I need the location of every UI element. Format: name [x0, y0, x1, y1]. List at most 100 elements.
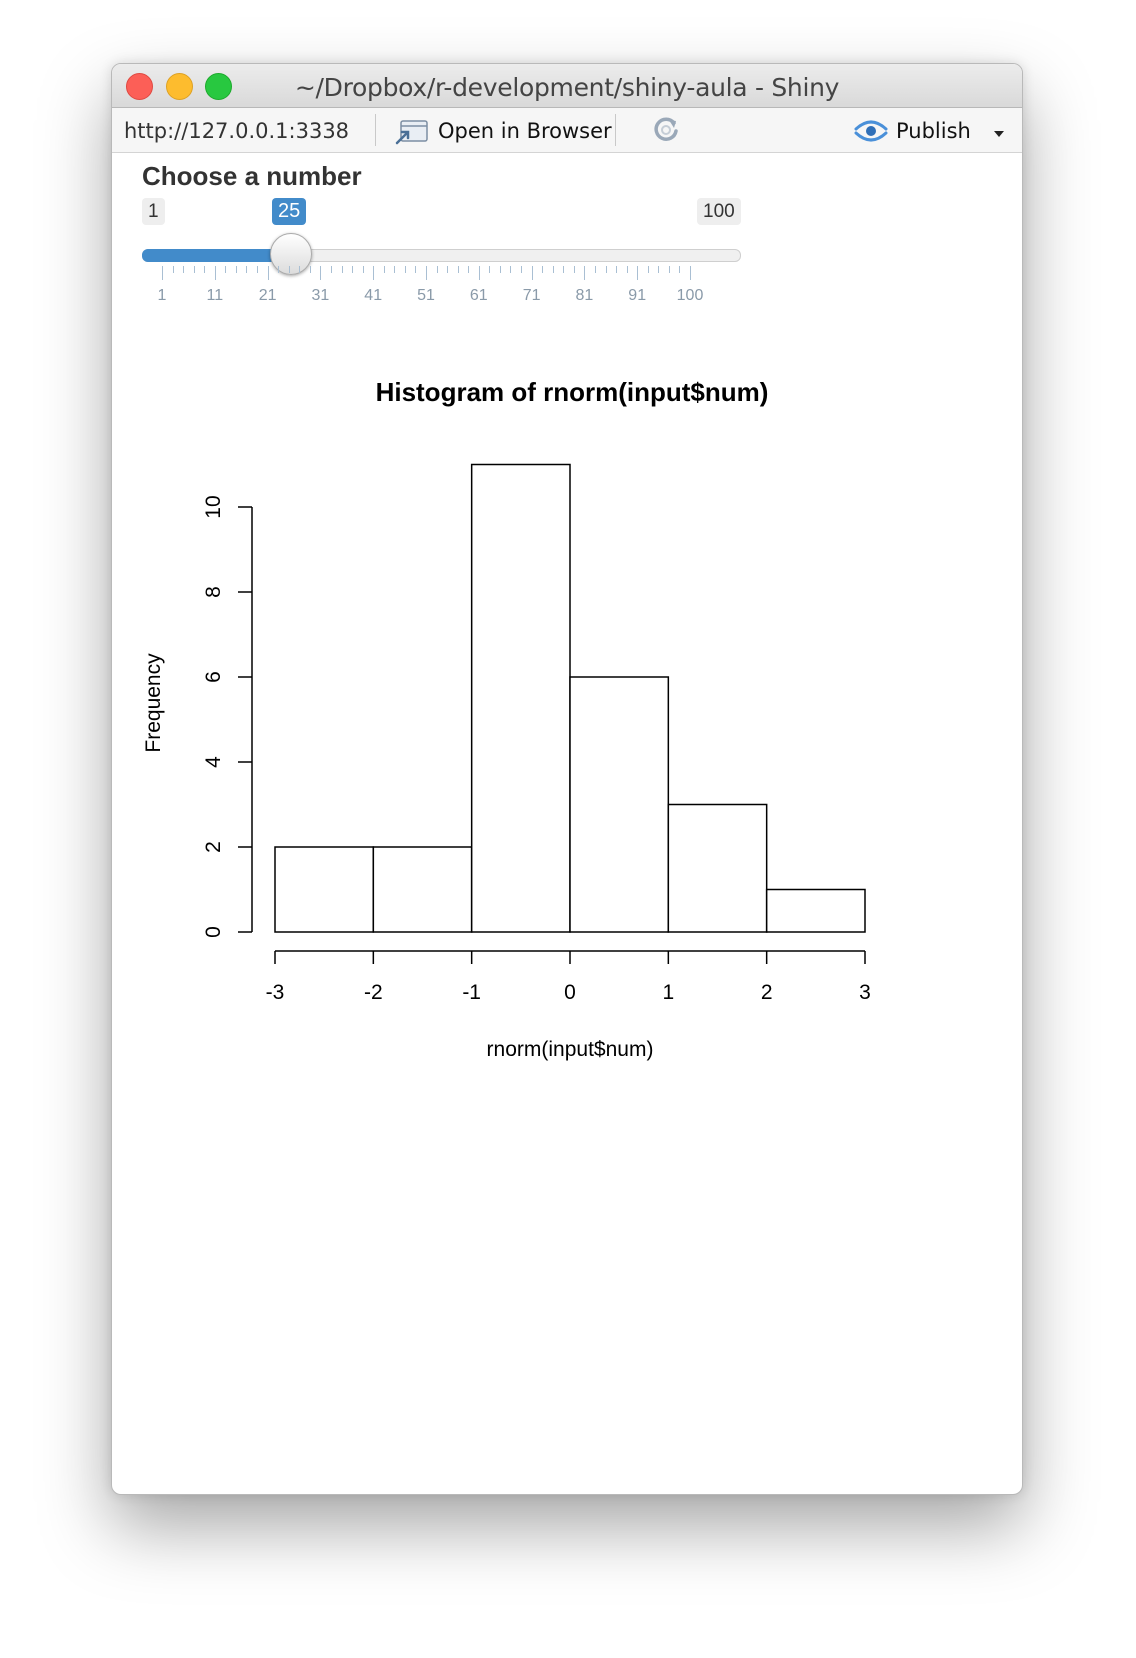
slider-minor-tick [626, 266, 628, 273]
slider-minor-tick [468, 266, 470, 273]
histogram-bar [372, 846, 473, 933]
slider-tick-label: 100 [676, 287, 704, 304]
publish-label: Publish [896, 119, 971, 143]
slider-minor-tick [489, 266, 491, 273]
y-axis: 0 2 4 6 8 10 [202, 495, 253, 938]
slider-minor-tick [341, 266, 343, 273]
slider-minor-tick [521, 266, 523, 273]
slider-minor-tick [573, 266, 575, 273]
slider-minor-tick [246, 266, 248, 273]
slider-minor-tick [447, 266, 449, 273]
x-axis: -3 -2 -1 0 1 2 3 [266, 950, 871, 1004]
slider-major-tick [267, 266, 269, 280]
url-display[interactable]: http://127.0.0.1:3338 [124, 119, 350, 143]
slider-minor-tick [668, 266, 670, 273]
minimize-window-button[interactable] [166, 73, 193, 100]
slider-minor-tick [404, 266, 406, 273]
slider-minor-tick [362, 266, 364, 273]
publish-icon [854, 120, 888, 142]
slider-tick-label: 71 [522, 287, 541, 304]
slider-tick-label: 91 [628, 287, 647, 304]
app-window: ~/Dropbox/r-development/shiny-aula - Shi… [111, 63, 1023, 1495]
histogram-bar [765, 888, 866, 933]
slider-major-tick [373, 266, 375, 280]
slider-minor-tick [616, 266, 618, 273]
slider-minor-tick [457, 266, 459, 273]
histogram-bar [569, 676, 670, 933]
slider-minor-tick [309, 266, 311, 273]
histogram-plot: Histogram of rnorm(input$num) Frequency … [142, 377, 871, 1061]
slider-label: Choose a number [142, 161, 362, 191]
x-axis-label: rnorm(input$num) [487, 1038, 654, 1061]
open-in-browser-label: Open in Browser [438, 119, 612, 143]
slider-minor-tick [605, 266, 607, 273]
y-tick-label: 10 [202, 495, 225, 518]
close-window-button[interactable] [126, 73, 153, 100]
slider-max-label: 100 [697, 198, 741, 225]
slider-fill [142, 249, 290, 262]
slider-major-tick [162, 266, 163, 280]
slider-minor-tick [594, 266, 596, 273]
viewer-toolbar: http://127.0.0.1:3338 Open in Browser [112, 108, 1022, 153]
y-tick-label: 2 [202, 841, 225, 853]
x-tick-label: -2 [364, 981, 383, 1004]
slider-min-label: 1 [142, 198, 165, 225]
chart-title: Histogram of rnorm(input$num) [376, 377, 769, 407]
x-tick-label: 1 [662, 981, 674, 1004]
slider-minor-tick [394, 266, 396, 273]
slider-value-label: 25 [272, 198, 307, 225]
slider-major-tick [214, 266, 216, 280]
slider-minor-tick [330, 266, 332, 273]
maximize-window-button[interactable] [205, 73, 232, 100]
y-axis-label: Frequency [142, 653, 165, 753]
slider-handle[interactable] [270, 233, 312, 275]
slider-major-tick [531, 266, 533, 280]
slider-minor-tick [193, 266, 195, 273]
y-tick-label: 4 [202, 756, 225, 768]
slider-minor-tick [679, 266, 681, 273]
histogram-bar [667, 803, 768, 933]
chevron-down-icon[interactable] [994, 131, 1004, 137]
slider-tick-label: 41 [364, 287, 383, 304]
histogram-bars [274, 463, 866, 933]
x-tick-label: 3 [859, 981, 871, 1004]
slider-minor-tick [415, 266, 417, 273]
slider-minor-tick [647, 266, 649, 273]
toolbar-divider [615, 114, 616, 146]
x-tick-label: 2 [761, 981, 773, 1004]
y-tick-label: 8 [202, 586, 225, 598]
slider-minor-tick [183, 266, 185, 273]
slider-tick-label: 31 [311, 287, 330, 304]
slider-major-tick [637, 266, 639, 280]
slider-minor-tick [436, 266, 438, 273]
slider-tick-label: 61 [469, 287, 488, 304]
slider-minor-tick [204, 266, 206, 273]
slider-minor-tick [563, 266, 565, 273]
slider-tick-label: 21 [258, 287, 277, 304]
slider-major-tick [690, 266, 691, 280]
slider-minor-tick [658, 266, 660, 273]
slider-minor-tick [299, 266, 301, 273]
slider-ticks [142, 266, 742, 282]
slider-minor-tick [278, 266, 280, 273]
title-bar[interactable]: ~/Dropbox/r-development/shiny-aula - Shi… [112, 64, 1022, 108]
slider-minor-tick [225, 266, 227, 273]
slider-tick-label: 51 [417, 287, 435, 304]
slider-minor-tick [542, 266, 544, 273]
slider-major-tick [478, 266, 480, 280]
slider-minor-tick [552, 266, 554, 273]
x-tick-label: -1 [462, 981, 481, 1004]
slider-major-tick [584, 266, 586, 280]
slider-major-tick [320, 266, 322, 280]
shiny-app-content: Choose a number 1 100 25 1 11 21 31 41 51 61 71… [112, 153, 1022, 1494]
publish-button[interactable]: Publish [854, 117, 1014, 145]
window-title: ~/Dropbox/r-development/shiny-aula - Shi… [294, 73, 840, 102]
x-tick-label: 0 [564, 981, 576, 1004]
slider-tick-label: 81 [575, 287, 594, 304]
slider-major-tick [426, 266, 427, 280]
refresh-button[interactable] [650, 114, 682, 150]
slider-minor-tick [235, 266, 237, 273]
slider-tick-label: 1 [157, 287, 167, 304]
number-slider[interactable]: 1 100 25 1 11 21 31 41 51 61 71 81 91 100 [142, 198, 742, 318]
slider-minor-tick [510, 266, 512, 273]
